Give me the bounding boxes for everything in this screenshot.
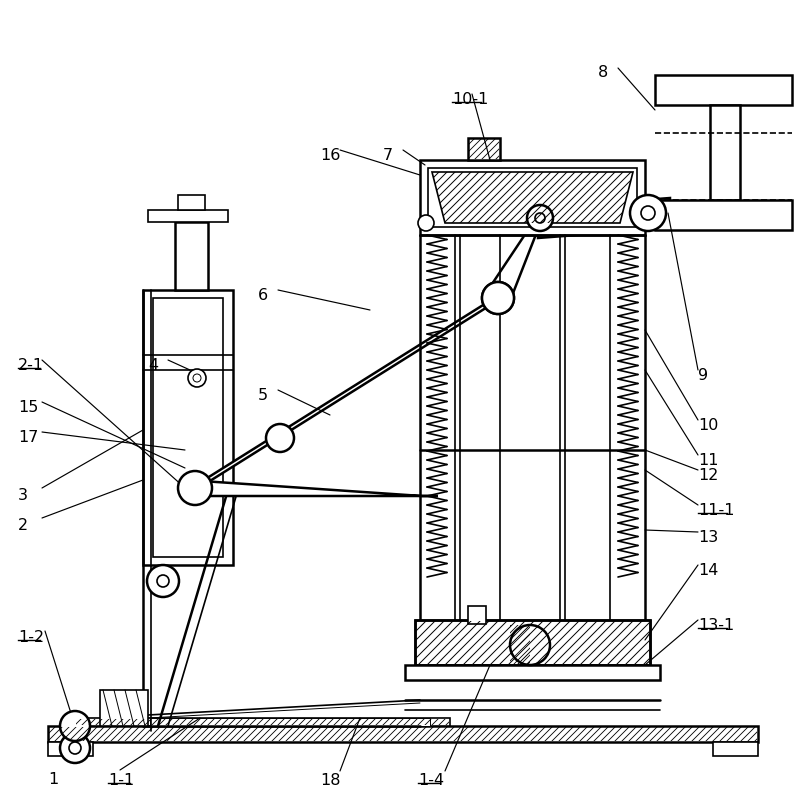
Circle shape [535, 213, 545, 223]
Bar [178, 195, 205, 210]
Text: 6: 6 [258, 288, 268, 303]
Text: 1-2: 1-2 [18, 630, 44, 645]
Circle shape [188, 369, 206, 387]
Circle shape [482, 282, 514, 314]
Text: 2: 2 [18, 518, 28, 533]
Text: 3: 3 [18, 488, 28, 503]
Circle shape [60, 733, 90, 763]
Text: 1-4: 1-4 [418, 773, 444, 788]
Circle shape [418, 215, 434, 231]
Text: 13-1: 13-1 [698, 618, 734, 633]
Text: 1-1: 1-1 [108, 773, 134, 788]
Bar [655, 75, 792, 105]
Polygon shape [100, 690, 148, 726]
Text: 14: 14 [698, 563, 718, 578]
Circle shape [630, 195, 666, 231]
Text: 2-1: 2-1 [18, 358, 44, 373]
Circle shape [60, 711, 90, 741]
Bar [148, 210, 228, 222]
Text: 7: 7 [383, 148, 393, 163]
Circle shape [510, 625, 550, 665]
Bar [468, 138, 500, 160]
Circle shape [527, 205, 553, 231]
Text: 17: 17 [18, 430, 38, 445]
Bar [655, 200, 792, 230]
Text: 4: 4 [148, 358, 158, 373]
Polygon shape [48, 726, 758, 742]
Polygon shape [432, 172, 633, 223]
Text: 18: 18 [320, 773, 341, 788]
Bar [175, 222, 208, 290]
Text: 16: 16 [320, 148, 340, 163]
Polygon shape [75, 718, 450, 726]
Bar [468, 606, 486, 624]
Circle shape [69, 742, 81, 754]
Polygon shape [191, 298, 502, 488]
Circle shape [266, 424, 294, 452]
Polygon shape [713, 742, 758, 756]
Circle shape [641, 206, 655, 220]
Text: 10: 10 [698, 418, 718, 433]
Polygon shape [415, 620, 650, 665]
Bar [710, 105, 740, 200]
Circle shape [193, 374, 201, 382]
Circle shape [482, 282, 514, 314]
Circle shape [157, 575, 169, 587]
Text: 11: 11 [698, 453, 718, 468]
Text: 13: 13 [698, 530, 718, 545]
Text: 9: 9 [698, 368, 708, 383]
Circle shape [147, 565, 179, 597]
Polygon shape [48, 742, 93, 756]
Text: 10-1: 10-1 [452, 92, 488, 107]
Bar [143, 290, 233, 565]
Polygon shape [187, 480, 438, 496]
Text: 8: 8 [598, 65, 608, 80]
Text: 5: 5 [258, 388, 268, 403]
Bar [420, 160, 645, 235]
Text: 12: 12 [698, 468, 718, 483]
Polygon shape [538, 198, 670, 238]
Circle shape [178, 471, 212, 505]
Bar [428, 168, 637, 227]
Polygon shape [405, 665, 660, 680]
Text: 11-1: 11-1 [698, 503, 734, 518]
Polygon shape [488, 212, 540, 306]
Text: 1: 1 [48, 772, 58, 787]
Bar [153, 298, 223, 557]
Text: 15: 15 [18, 400, 38, 415]
Polygon shape [150, 718, 430, 726]
